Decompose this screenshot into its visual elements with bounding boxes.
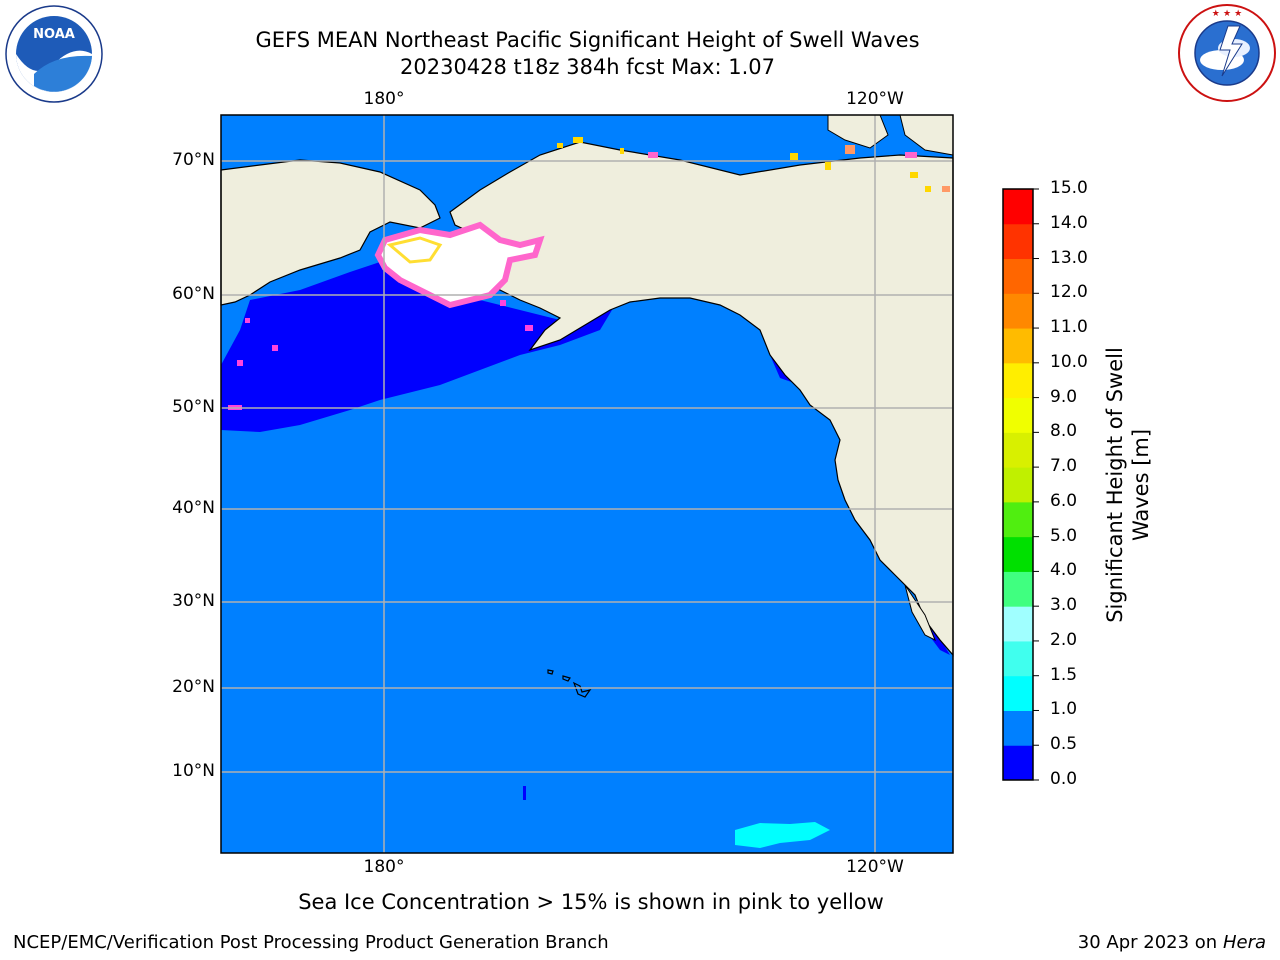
colorbar <box>1002 188 1039 781</box>
lon-label-120w-bottom: 120°W <box>846 857 904 877</box>
colorbar-segment <box>1003 571 1033 607</box>
noaa-logo-icon: NOAA <box>5 5 103 103</box>
colorbar-segment <box>1003 258 1033 294</box>
lon-label-120w-top: 120°W <box>846 89 904 109</box>
map-gridlines <box>221 115 953 853</box>
colorbar-tick-label: 1.0 <box>1050 699 1078 720</box>
colorbar-tick-label: 0.0 <box>1050 769 1078 789</box>
footer-date: 30 Apr 2023 on Hera <box>1078 932 1266 953</box>
lat-label-10: 10°N <box>172 761 215 781</box>
colorbar-title-line2: Waves [m] <box>1129 428 1153 542</box>
map-frame <box>220 114 954 854</box>
colorbar-segment <box>1003 536 1033 572</box>
colorbar-tick-label: 1.5 <box>1050 664 1078 685</box>
colorbar-segment <box>1003 293 1033 329</box>
colorbar-segment <box>1003 745 1033 781</box>
colorbar-segment <box>1003 501 1033 538</box>
colorbar-segment <box>1003 223 1033 260</box>
colorbar-segment <box>1003 467 1033 503</box>
colorbar-tick-label: 9.0 <box>1050 386 1078 407</box>
noaa-logo-text: NOAA <box>33 27 75 42</box>
lat-label-40: 40°N <box>172 498 215 518</box>
colorbar-tick-label: 13.0 <box>1050 247 1088 268</box>
colorbar-segment <box>1003 675 1033 711</box>
colorbar-segment <box>1003 189 1033 225</box>
lat-label-20: 20°N <box>172 677 215 697</box>
colorbar-segment <box>1003 606 1033 642</box>
colorbar-tick-label: 4.0 <box>1050 560 1078 581</box>
land-north-america <box>449 141 954 657</box>
colorbar-tick-label: 0.5 <box>1050 734 1078 755</box>
colorbar-tick-label: 2.0 <box>1050 629 1078 650</box>
colorbar-tick-label: 6.0 <box>1050 490 1078 511</box>
colorbar-tick-label: 11.0 <box>1050 317 1088 338</box>
lat-label-70: 70°N <box>172 150 215 170</box>
lat-label-50: 50°N <box>172 397 215 417</box>
footer-host: Hera <box>1222 932 1266 953</box>
colorbar-segment <box>1003 640 1033 677</box>
footer-credit: NCEP/EMC/Verification Post Processing Pr… <box>13 932 609 953</box>
colorbar-segment <box>1003 362 1033 399</box>
colorbar-segment <box>1003 397 1033 433</box>
colorbar-segment <box>1003 710 1033 746</box>
chart-subtitle: 20230428 t18z 384h fcst Max: 1.07 <box>400 55 775 79</box>
lon-label-180-bottom: 180° <box>363 857 405 877</box>
chart-title: GEFS MEAN Northeast Pacific Significant … <box>255 28 920 52</box>
lat-label-30: 30°N <box>172 591 215 611</box>
colorbar-tick-label: 7.0 <box>1050 456 1078 477</box>
colorbar-tick-label: 10.0 <box>1050 351 1088 372</box>
colorbar-title: Significant Height of Swell Waves [m] <box>1102 347 1154 623</box>
colorbar-tick-label: 15.0 <box>1050 178 1088 198</box>
footer-date-text: 30 Apr 2023 on <box>1077 932 1223 953</box>
colorbar-tick-label: 3.0 <box>1050 595 1078 616</box>
svg-text:★ ★ ★: ★ ★ ★ <box>1212 9 1242 19</box>
colorbar-tick-label: 8.0 <box>1050 421 1078 442</box>
lon-label-180-top: 180° <box>363 89 405 109</box>
nws-logo-icon: ★ ★ ★ <box>1178 4 1276 102</box>
colorbar-tick-label: 14.0 <box>1050 212 1088 233</box>
lat-label-60: 60°N <box>172 284 215 304</box>
colorbar-title-line1: Significant Height of Swell <box>1103 347 1127 623</box>
colorbar-tick-label: 5.0 <box>1050 525 1078 546</box>
hawaii-islands <box>547 669 592 698</box>
arctic-ice-dots <box>557 137 950 192</box>
low-swell-region <box>221 262 615 432</box>
swell-cyan-patch <box>735 822 830 848</box>
colorbar-tick-label: 12.0 <box>1050 282 1088 303</box>
sea-ice-note: Sea Ice Concentration > 15% is shown in … <box>298 890 884 914</box>
colorbar-segment <box>1003 432 1033 468</box>
colorbar-segment <box>1003 328 1033 364</box>
